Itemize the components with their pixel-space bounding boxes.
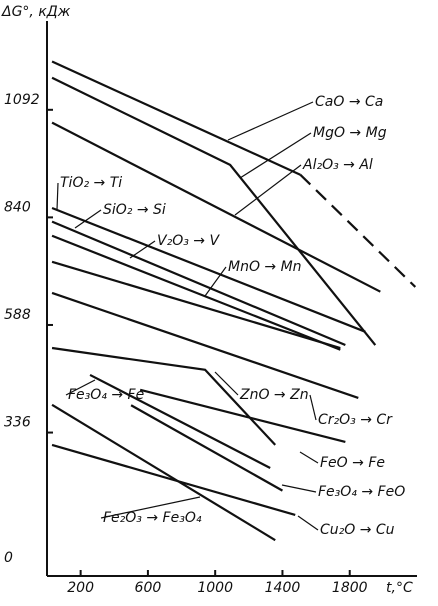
series-line (51, 443, 296, 517)
series-label: FeO → Fe (320, 455, 385, 471)
series-line (51, 206, 366, 333)
y-tick-label: 588 (4, 307, 31, 323)
leader-line (56, 182, 59, 211)
series-label: SiO₂ → Si (103, 202, 166, 218)
series-line (139, 388, 346, 444)
x-tick-label: 200 (67, 580, 94, 596)
leader-line (234, 164, 302, 216)
leader-line (129, 240, 156, 259)
leader-line (239, 132, 312, 179)
series-line (89, 373, 271, 469)
series-label: Fe₃O₄ → Fe (68, 387, 144, 403)
series-line (51, 220, 346, 347)
series-line (51, 403, 276, 542)
x-tick-label: 600 (135, 580, 162, 596)
series-line (51, 60, 301, 176)
leader-line (297, 515, 319, 531)
series-label: Al₂O₃ → Al (302, 157, 373, 173)
series-label: MgO → Mg (313, 125, 387, 141)
leader-line (204, 266, 227, 297)
leader-line (214, 371, 239, 396)
x-tick-label: 1000 (197, 580, 233, 596)
series-label: CaO → Ca (315, 94, 383, 110)
series-label: Cu₂O → Cu (320, 522, 395, 538)
series-line (51, 346, 277, 446)
series-label: TiO₂ → Ti (60, 175, 122, 191)
leader-line (100, 496, 201, 519)
leader-line (309, 394, 317, 421)
y-tick-label: 0 (4, 550, 13, 566)
series-label: Cr₂O₃ → Cr (318, 412, 393, 428)
x-tick-label: 1400 (265, 580, 301, 596)
series-label: MnO → Mn (228, 259, 302, 275)
series-line (51, 260, 341, 350)
leader-line (227, 101, 314, 141)
series-line (299, 173, 417, 288)
series-line (51, 76, 377, 346)
leader-line (65, 379, 96, 396)
series-label: V₂O₃ → V (157, 233, 220, 249)
x-axis-label: t,°C (386, 580, 413, 596)
y-tick-label: 840 (4, 199, 31, 215)
series-label: Fe₃O₄ → FeO (318, 484, 405, 500)
leader-line (281, 484, 317, 493)
y-tick-label: 1092 (4, 92, 40, 108)
y-axis-label: ΔG°, кДж (1, 4, 71, 20)
series-line (51, 234, 341, 351)
x-tick-label: 1800 (332, 580, 368, 596)
series-line (51, 121, 381, 293)
y-tick-label: 336 (4, 415, 31, 431)
series-line (51, 291, 359, 400)
series-label: ZnO → Zn (239, 387, 309, 403)
leader-line (74, 209, 102, 229)
leader-line (299, 451, 319, 464)
series-label: Fe₂O₃ → Fe₃O₄ (103, 510, 202, 526)
series-line (130, 404, 283, 492)
